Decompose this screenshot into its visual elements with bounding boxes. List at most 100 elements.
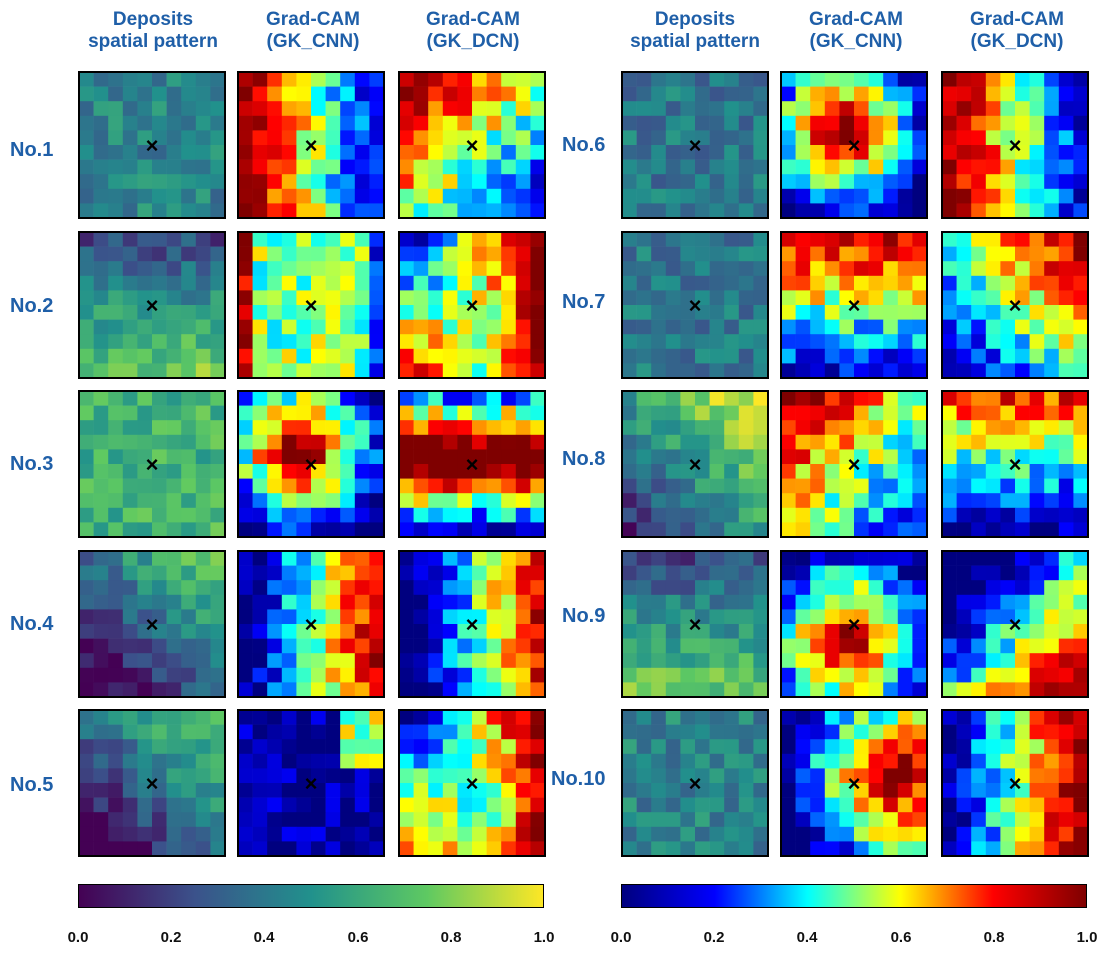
heatmap-cell [267,174,283,190]
heatmap-cell [354,348,370,364]
heatmap-cell [325,405,341,421]
heatmap-cell [897,724,913,740]
heatmap-cell [340,115,356,131]
heatmap-cell [753,594,769,610]
heatmap-cell [252,710,268,725]
heatmap-cell [457,826,473,842]
heatmap-cell [501,753,517,769]
heatmap-cell [325,753,341,769]
heatmap-cell [897,305,913,320]
heatmap-cell [695,319,710,335]
heatmap-cell [883,768,899,784]
heatmap-cell [795,682,811,698]
heatmap-cell [912,551,928,566]
heatmap-cell [108,246,124,262]
heatmap-cell [296,841,312,857]
panel-frame [621,71,769,219]
heatmap-cell [824,580,840,596]
heatmap-cell [622,391,637,406]
heatmap-cell [210,261,226,277]
heatmap-cell [486,841,502,857]
heatmap-cell [738,261,754,277]
heatmap-cell [137,682,153,698]
heatmap-cell [93,724,109,740]
heatmap-cell [1000,275,1016,291]
heatmap-cell [281,188,297,204]
heatmap-cell [1058,188,1074,204]
heatmap-cell [912,682,928,698]
heatmap-cell [472,363,487,379]
heatmap-cell [854,682,869,698]
heatmap-cell [137,159,153,175]
heatmap-cell [724,275,740,291]
heatmap-cell [195,753,211,769]
heatmap-cell [486,724,502,740]
heatmap-cell [122,363,138,379]
heatmap-cell [1073,797,1089,813]
target-marker: × [689,133,702,158]
heatmap-cell [1015,638,1030,654]
heatmap-cell [795,609,811,625]
heatmap-cell [956,188,972,204]
heatmap-cell [501,188,517,204]
heatmap-cell [824,522,840,538]
heatmap-cell [238,507,253,523]
heatmap-cell [369,434,385,450]
heatmap-cell [1073,305,1089,320]
heatmap-cell [442,682,458,698]
heatmap-cell [457,391,473,406]
heatmap-cell [442,305,458,320]
heatmap-cell [810,232,826,247]
heatmap-cell [942,363,957,379]
heatmap-cell [971,682,987,698]
heatmap-cell [195,449,211,465]
heatmap-cell [781,768,796,784]
heatmap-cell [515,653,531,669]
heatmap-cell [181,768,197,784]
heatmap-panel: × [780,71,928,219]
heatmap-cell [912,246,928,262]
heatmap-cell [824,72,840,87]
heatmap-cell [354,826,370,842]
heatmap-cell [971,710,987,725]
heatmap-cell [486,710,502,725]
heatmap-cell [530,841,546,857]
heatmap-cell [795,826,811,842]
heatmap-cell [868,478,884,494]
heatmap-cell [515,797,531,813]
heatmap-cell [810,275,826,291]
heatmap-cell [325,464,341,479]
heatmap-cell [311,682,326,698]
heatmap-cell [325,667,341,683]
header-line1: Deposits [112,9,194,30]
heatmap-cell [709,391,725,406]
row-label-no5: No.5 [10,774,54,796]
heatmap-cell [824,188,840,204]
heatmap-cell [636,159,652,175]
heatmap-cell [956,478,972,494]
heatmap-cell [325,334,341,350]
heatmap-cell [181,493,197,509]
heatmap-cell [1000,449,1016,465]
row-label-no3: No.3 [10,453,54,475]
heatmap-cell [1073,334,1089,350]
heatmap-cell [1044,841,1060,857]
heatmap-cell [897,594,913,610]
heatmap-cell [1029,130,1045,146]
heatmap-cell [296,334,312,350]
heatmap-cell [354,246,370,262]
heatmap-cell [296,493,312,509]
heatmap-cell [457,174,473,190]
heatmap-cell [122,507,138,523]
heatmap-cell [501,405,517,421]
heatmap-cell [93,624,109,639]
heatmap-cell [399,232,414,247]
heatmap-cell [530,86,546,102]
heatmap-cell [457,334,473,350]
heatmap-cell [622,130,637,146]
heatmap-cell [137,768,153,784]
heatmap-cell [636,305,652,320]
heatmap-cell [486,594,502,610]
heatmap-cell [152,841,167,857]
heatmap-cell [724,391,740,406]
